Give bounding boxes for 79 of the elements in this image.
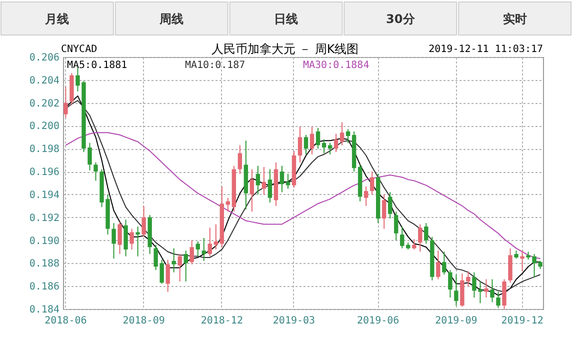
candlestick [268,168,272,203]
candlestick [436,250,440,280]
candlestick [196,240,200,257]
y-tick-label: 0.190 [29,236,60,247]
candlestick [184,250,188,282]
candlestick [400,226,404,249]
y-tick-label: 0.206 [29,52,60,64]
y-tick-label: 0.200 [29,121,60,132]
candlestick [262,166,266,195]
x-tick-label: 2019-12 [501,316,544,326]
y-tick-label: 0.202 [29,98,60,110]
candlestick [340,122,344,146]
x-tick-label: 2019-03 [272,316,316,326]
candlestick [298,126,302,163]
candlestick [454,274,458,306]
candlestick [346,128,350,144]
y-tick-label: 0.184 [29,304,60,316]
text: 2019-12-11 11:03:17 [428,44,543,55]
candlestick [112,222,116,260]
text: 实时 [502,12,527,26]
candlestick [136,226,140,257]
candlestick [190,240,194,265]
x-tick-label: 2019-06 [357,316,400,326]
candlestick [250,168,254,212]
x-tick-label: 2018-12 [200,316,243,326]
candlestick [364,186,368,206]
text: MA10:0.187 [185,60,246,71]
candlestick [382,194,386,230]
candlestick [316,128,320,150]
candlestick [94,162,98,182]
candlestick [208,227,212,257]
text: 周线 [158,12,184,26]
candlestick [412,238,416,250]
candlestick [166,259,170,292]
candlestick [328,142,332,155]
candlestick [310,126,314,155]
candlestick [448,270,452,298]
y-tick-label: 0.186 [29,282,60,293]
y-tick-label: 0.204 [29,75,60,86]
x-tick-label: 2019-09 [435,316,478,326]
x-tick-label: 2018-06 [44,316,87,326]
candlestick [496,291,500,308]
candlestick [322,138,326,154]
candlestick [238,144,242,174]
candlestick [142,205,146,238]
y-tick-label: 0.194 [29,190,60,201]
x-tick-label: 2018-09 [122,316,165,326]
candlestick [388,192,392,220]
candlestick [172,248,176,273]
candlestick [520,250,524,272]
candlestick [418,224,422,252]
candlestick [118,221,122,255]
text: MA5:0.1881 [67,60,128,71]
candlestick [130,228,134,250]
candlestick [334,133,338,153]
candlestick [304,134,308,155]
candlestick [202,237,206,262]
text: 日线 [274,12,298,26]
text: CNYCAD [61,44,98,55]
candlestick [490,278,494,303]
text: MA30:0.1884 [303,60,370,71]
candlestick [256,165,260,195]
y-tick-label: 0.188 [29,258,60,270]
text: 30分 [386,12,416,26]
text: 月线 [44,12,70,26]
y-tick-label: 0.198 [29,144,60,156]
candlestick [178,254,182,282]
candlestick [484,278,488,298]
y-tick-label: 0.192 [29,212,60,224]
candlestick [280,165,284,193]
candlestick [370,171,374,195]
candlestick [286,173,290,190]
candlestick [424,222,428,244]
candlestick [226,197,230,212]
candlestick [214,224,218,250]
candlestick [442,251,446,276]
y-tick-label: 0.196 [29,167,60,178]
candlestick [394,211,398,241]
chart-title: 人民币加拿大元 － 周K线图 [211,42,359,56]
